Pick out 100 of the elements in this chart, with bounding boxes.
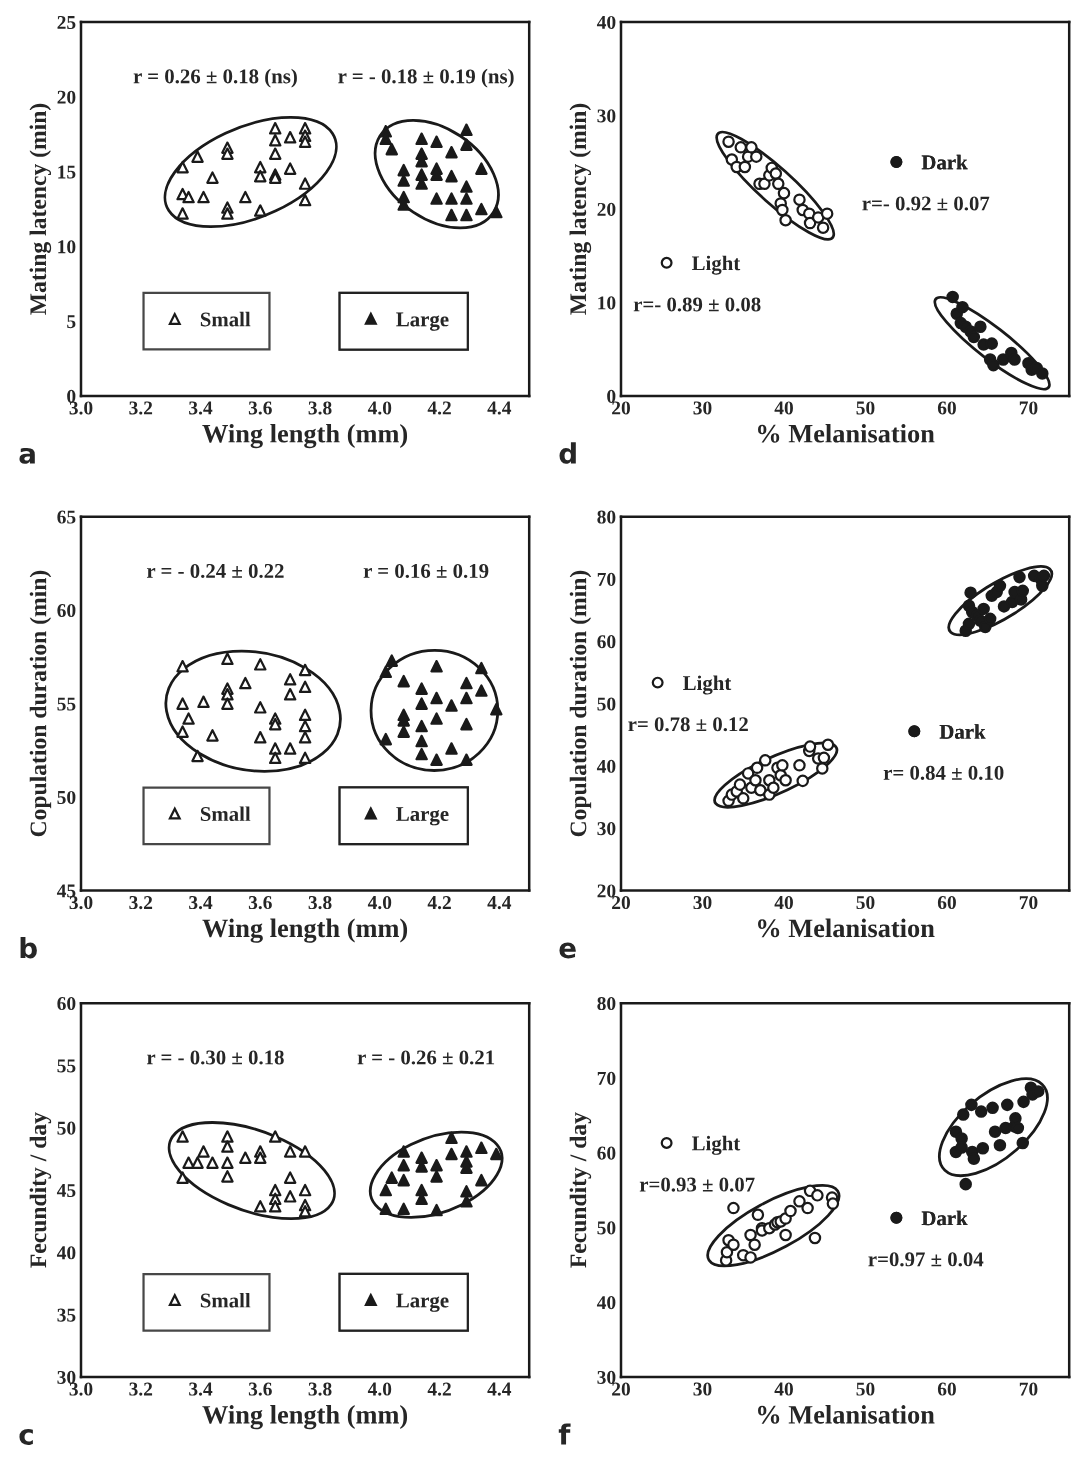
y-tick-label: 25 bbox=[57, 15, 76, 30]
y-tick-label: 40 bbox=[596, 1296, 616, 1310]
y-tick-label: 10 bbox=[58, 240, 76, 254]
annotation: r = - 0.30 ± 0.18 bbox=[146, 1050, 284, 1065]
y-tick-label: 30 bbox=[597, 109, 616, 123]
annotation: r= 0.78 ± 0.12 bbox=[628, 717, 748, 732]
y-tick-label: 35 bbox=[57, 1308, 76, 1322]
x-tick-label: 60 bbox=[937, 1382, 956, 1396]
x-axis-title: % Melanisation bbox=[758, 424, 935, 443]
x-tick-label: 50 bbox=[856, 1382, 875, 1396]
y-tick-label: 65 bbox=[57, 510, 76, 524]
annotation: r = 0.16 ± 0.19 bbox=[363, 563, 489, 579]
x-tick-label: 4.2 bbox=[427, 1382, 451, 1396]
x-tick-label: 60 bbox=[937, 895, 956, 910]
x-tick-label: 4.4 bbox=[487, 1382, 512, 1396]
x-tick-label: 30 bbox=[693, 895, 712, 910]
x-axis-title: Wing length (mm) bbox=[202, 918, 408, 943]
y-tick-label: 45 bbox=[56, 1184, 76, 1198]
legend-label: Small bbox=[200, 1292, 251, 1308]
x-tick-label: 3.8 bbox=[308, 401, 332, 415]
legend-label: Small bbox=[200, 806, 251, 822]
x-axis-title: Wing length (mm) bbox=[202, 424, 408, 449]
x-tick-label: 70 bbox=[1019, 401, 1038, 415]
y-tick-label: 5 bbox=[67, 315, 76, 329]
x-tick-label: 3.0 bbox=[69, 895, 93, 910]
x-tick-label: 70 bbox=[1019, 1382, 1038, 1396]
y-tick-label: 60 bbox=[57, 996, 76, 1011]
text: f bbox=[558, 1423, 571, 1445]
x-tick-label: 20 bbox=[612, 401, 630, 415]
y-tick-label: 50 bbox=[57, 790, 76, 805]
y-axis-title: Copulation duration (min) bbox=[29, 570, 52, 837]
y-tick-label: 0 bbox=[67, 389, 76, 403]
y-tick-label: 15 bbox=[58, 165, 76, 179]
x-tick-label: 3.2 bbox=[129, 401, 153, 415]
annotation: r = 0.26 ± 0.18 (ns) bbox=[133, 68, 297, 88]
text: c bbox=[19, 1428, 33, 1445]
x-tick-label: 3.6 bbox=[248, 896, 272, 910]
y-tick-label: 30 bbox=[57, 1370, 76, 1384]
x-tick-label: 30 bbox=[693, 401, 712, 415]
y-tick-label: 40 bbox=[596, 15, 616, 30]
legend-label: Large bbox=[396, 1293, 449, 1312]
y-tick-label: 20 bbox=[597, 202, 616, 216]
x-tick-label: 3.2 bbox=[129, 896, 153, 910]
x-tick-label: 4.4 bbox=[487, 896, 512, 910]
x-tick-label: 40 bbox=[774, 401, 793, 415]
y-tick-label: 0 bbox=[607, 389, 616, 403]
text: a bbox=[19, 447, 35, 464]
x-tick-label: 60 bbox=[937, 401, 956, 415]
y-tick-label: 50 bbox=[597, 697, 616, 711]
annotation: r=- 0.92 ± 0.07 bbox=[862, 196, 990, 211]
legend-label: Small bbox=[200, 311, 251, 327]
x-tick-label: 4.2 bbox=[427, 896, 451, 910]
x-axis-title: % Melanisation bbox=[758, 1405, 935, 1424]
y-tick-label: 60 bbox=[57, 603, 76, 618]
y-axis-title: Mating latency (min) bbox=[569, 103, 592, 315]
x-tick-label: 40 bbox=[774, 895, 793, 910]
x-tick-label: 3.4 bbox=[189, 401, 213, 415]
legend-label: Light bbox=[691, 255, 741, 275]
annotation: r=0.93 ± 0.07 bbox=[639, 1177, 755, 1192]
y-axis-title: Fecundity / day bbox=[569, 1112, 592, 1268]
x-tick-label: 3.8 bbox=[308, 895, 332, 910]
legend-label: Large bbox=[396, 312, 449, 331]
annotation: r= 0.84 ± 0.10 bbox=[883, 765, 1004, 780]
x-tick-label: 3.0 bbox=[69, 401, 93, 415]
x-tick-label: 3.6 bbox=[248, 401, 272, 415]
y-tick-label: 80 bbox=[597, 996, 616, 1011]
x-tick-label: 50 bbox=[856, 401, 875, 415]
x-tick-label: 3.4 bbox=[189, 896, 213, 910]
x-tick-label: 30 bbox=[693, 1382, 712, 1396]
x-tick-label: 50 bbox=[856, 895, 875, 910]
x-tick-label: 4.0 bbox=[367, 895, 392, 910]
x-tick-label: 20 bbox=[612, 1382, 630, 1396]
y-tick-label: 60 bbox=[597, 1146, 616, 1160]
y-tick-label: 30 bbox=[597, 1370, 616, 1384]
y-tick-label: 30 bbox=[597, 822, 616, 836]
x-axis-title: Wing length (mm) bbox=[202, 1405, 408, 1430]
y-tick-label: 40 bbox=[596, 759, 616, 773]
legend-label: Dark bbox=[921, 154, 968, 170]
y-tick-label: 70 bbox=[597, 572, 616, 586]
x-axis-title: % Melanisation bbox=[758, 918, 935, 938]
y-tick-label: 20 bbox=[597, 884, 616, 898]
x-tick-label: 70 bbox=[1019, 895, 1038, 910]
x-tick-label: 20 bbox=[612, 895, 630, 910]
y-axis-title: Fecundity / day bbox=[29, 1112, 52, 1268]
y-tick-label: 60 bbox=[597, 635, 616, 649]
x-tick-label: 4.4 bbox=[487, 401, 512, 415]
x-tick-label: 4.0 bbox=[367, 401, 392, 415]
legend-label: Light bbox=[691, 1135, 741, 1155]
text: b bbox=[20, 936, 37, 959]
annotation: r=0.97 ± 0.04 bbox=[868, 1252, 984, 1267]
y-tick-label: 50 bbox=[597, 1221, 616, 1235]
y-tick-label: 10 bbox=[598, 296, 616, 310]
y-axis-title: Mating latency (min) bbox=[29, 103, 52, 315]
y-tick-label: 40 bbox=[56, 1246, 76, 1260]
y-tick-label: 55 bbox=[57, 697, 76, 711]
legend-label: Large bbox=[396, 807, 449, 826]
legend-label: Dark bbox=[921, 1210, 968, 1226]
y-tick-label: 50 bbox=[57, 1121, 76, 1135]
text: d bbox=[559, 442, 576, 464]
y-tick-label: 20 bbox=[57, 90, 76, 104]
